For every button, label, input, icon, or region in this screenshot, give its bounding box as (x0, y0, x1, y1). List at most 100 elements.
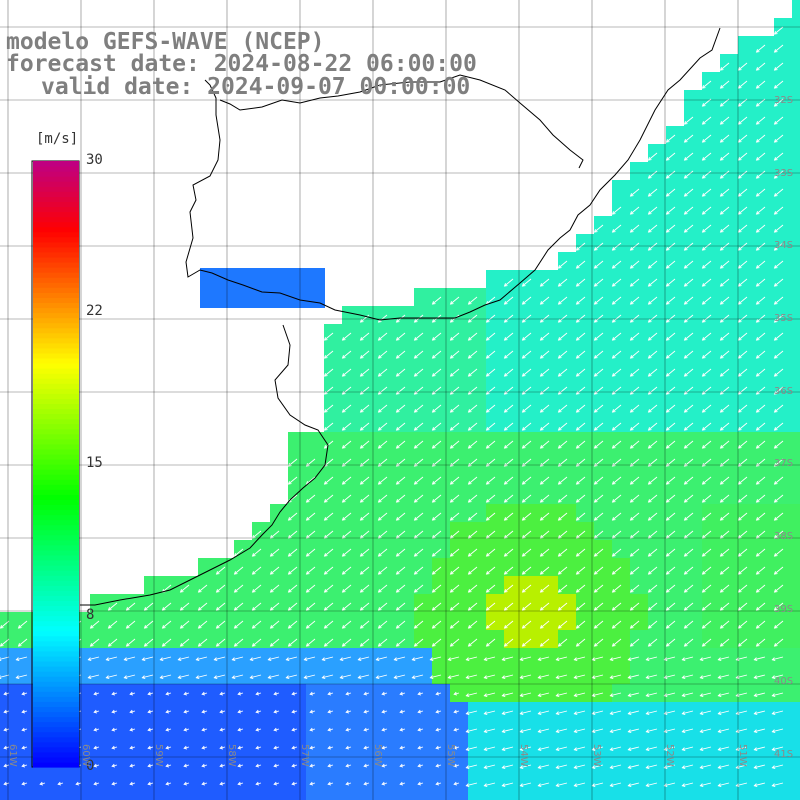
wind-arrow-head (665, 409, 670, 413)
wind-arrow (286, 656, 298, 661)
wind-arrow (684, 494, 694, 503)
wind-speed-cell (738, 648, 757, 667)
wind-arrow-head (345, 745, 350, 750)
wind-arrow-head (359, 463, 364, 467)
wind-speed-cell (738, 324, 757, 343)
wind-speed-cell (702, 792, 721, 800)
wind-arrow (630, 548, 640, 557)
lon-label-52w: 52W (664, 744, 675, 767)
wind-arrow (450, 584, 460, 593)
wind-arrow (684, 242, 694, 251)
wind-speed-cell (612, 306, 631, 325)
wind-arrow-head (395, 625, 400, 629)
wind-arrow-head (719, 355, 724, 359)
wind-speed-cell (702, 684, 721, 703)
wind-speed-cell (792, 522, 800, 541)
wind-arrow-head (683, 175, 688, 179)
wind-arrow-head (557, 283, 562, 287)
wind-arrow-head (485, 517, 490, 521)
wind-arrow (198, 620, 208, 629)
wind-speed-cell (216, 630, 235, 649)
wind-speed-cell (702, 774, 721, 793)
wind-speed-cell (450, 486, 469, 505)
wind-arrow-head (683, 301, 688, 305)
wind-arrow-head (573, 765, 578, 770)
wind-arrow (216, 638, 226, 647)
wind-arrow (466, 782, 478, 787)
wind-arrow (234, 566, 244, 575)
wind-speed-cell (774, 558, 793, 577)
wind-arrow-head (773, 427, 778, 431)
wind-arrow (682, 692, 694, 697)
wind-arrow (612, 584, 622, 593)
wind-speed-cell (648, 720, 667, 739)
wind-speed-cell (756, 216, 775, 235)
wind-arrow-head (413, 589, 418, 593)
wind-arrow (450, 602, 460, 611)
wind-arrow (504, 638, 514, 647)
wind-speed-cell (702, 432, 721, 451)
wind-arrow-head (755, 355, 760, 359)
wind-arrow (90, 638, 100, 647)
wind-arrow-head (251, 571, 256, 575)
wind-arrow (774, 62, 784, 71)
wind-arrow-head (125, 607, 130, 611)
wind-arrow (360, 602, 370, 611)
wind-arrow-head (555, 675, 560, 680)
wind-arrow-head (719, 121, 724, 125)
wind-speed-cell (576, 342, 595, 361)
wind-arrow-head (773, 193, 778, 197)
wind-arrow-head (773, 571, 778, 575)
wind-speed-cell (684, 774, 703, 793)
wind-arrow (466, 746, 478, 751)
wind-arrow-head (519, 693, 524, 698)
wind-speed-cell (378, 720, 397, 739)
wind-arrow (396, 512, 406, 521)
wind-speed-cell (684, 504, 703, 523)
wind-speed-cell (342, 774, 361, 793)
wind-speed-cell (612, 756, 631, 775)
wind-speed-cell (630, 270, 649, 289)
wind-speed-cell (756, 774, 775, 793)
wind-arrow-head (737, 553, 742, 557)
wind-arrow-head (519, 729, 524, 734)
wind-speed-cell (702, 666, 721, 685)
wind-speed-cell (144, 756, 163, 775)
wind-arrow (556, 782, 568, 787)
colorbar-segment (33, 645, 79, 652)
wind-arrow-head (3, 781, 8, 786)
wind-arrow-head (467, 427, 472, 431)
wind-speed-cell (468, 612, 487, 631)
wind-arrows (0, 26, 784, 788)
wind-speed-cell (378, 504, 397, 523)
wind-arrow-head (755, 499, 760, 503)
wind-arrow-head (521, 283, 526, 287)
wind-arrow (306, 566, 316, 575)
wind-arrow (558, 548, 568, 557)
wind-arrow-head (237, 763, 242, 768)
wind-arrow (738, 242, 748, 251)
wind-speed-cell (684, 756, 703, 775)
wind-arrow-head (395, 337, 400, 341)
wind-arrow-head (147, 745, 152, 750)
wind-speed-cell (594, 396, 613, 415)
wind-arrow (162, 602, 172, 611)
wind-speed-cell (126, 612, 145, 631)
wind-arrow (306, 620, 316, 629)
wind-speed-cell (450, 450, 469, 469)
wind-arrow-head (521, 571, 526, 575)
wind-arrow-head (647, 373, 652, 377)
wind-arrow-head (773, 283, 778, 287)
wind-arrow (682, 746, 694, 751)
wind-arrow (538, 746, 550, 751)
wind-speed-cell (144, 666, 163, 685)
wind-speed-cell (180, 630, 199, 649)
wind-speed-cell (612, 504, 631, 523)
colorbar-segment (33, 332, 79, 339)
wind-arrow-head (323, 517, 328, 521)
wind-speed-cell (720, 684, 739, 703)
wind-speed-cell (360, 612, 379, 631)
wind-arrow-head (395, 517, 400, 521)
wind-speed-cell (594, 486, 613, 505)
wind-speed-cell (702, 414, 721, 433)
